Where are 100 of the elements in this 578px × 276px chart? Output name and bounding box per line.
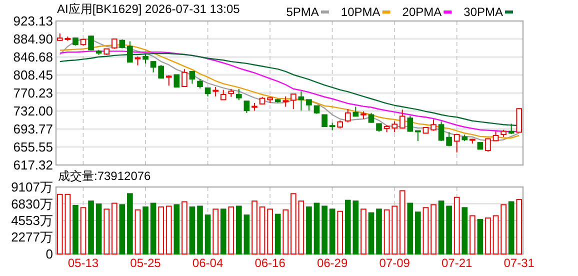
candlestick [306,99,312,112]
legend-label: 20PMA [402,5,442,19]
candlestick [127,40,133,63]
bar [368,212,374,254]
y-tick-label: 732.00 [13,104,53,118]
bar [174,204,180,254]
candlestick [516,108,522,133]
candlestick [298,90,304,112]
candlestick [368,112,374,124]
bar [228,206,234,254]
bar [392,206,398,254]
candlestick [454,134,460,153]
y-tick-label: 808.45 [13,68,53,82]
bar [508,201,514,254]
bar [104,208,110,254]
bar [415,212,421,254]
x-tick-label: 07-09 [379,256,410,270]
x-tick-label: 06-16 [254,256,286,270]
chart-title: AI应用[BK1629] 2026-07-31 13:05 [57,2,240,16]
bar [360,208,366,254]
bar [150,202,156,254]
bar [88,200,94,254]
bar [438,200,444,254]
candlestick [174,74,180,88]
candlestick [485,138,491,152]
candlestick [446,132,452,147]
candlestick [88,35,94,51]
bar [407,202,414,254]
legend-label: 10PMA [340,5,380,19]
bar [422,207,429,254]
bar [56,194,63,254]
candlestick [244,100,250,114]
candlestick [282,96,289,108]
bar [96,203,102,254]
bar [516,199,522,254]
candlestick [407,115,414,132]
legend-label: 30PMA [464,5,503,19]
x-tick-label: 07-31 [504,256,535,270]
bar [267,208,273,254]
legend-label: 5PMA [286,5,319,19]
candlestick [438,120,444,142]
candlestick [220,89,226,100]
chart-title: 成交量:73912076 [58,169,152,183]
candlestick [182,68,188,88]
bar [454,196,460,254]
y-tick-label: 770.23 [13,86,53,100]
y-tick-label: 4553万 [11,213,53,228]
bar [469,215,476,254]
bar [119,204,126,254]
bar [314,202,320,254]
bar [134,209,141,254]
x-tick-label: 07-21 [441,256,473,270]
bar [212,208,218,254]
candlestick [322,114,328,128]
bar [182,201,188,254]
bar [142,206,148,254]
bar [189,206,196,254]
bar [329,208,336,254]
bar [127,193,133,254]
candlestick [344,108,351,123]
x-tick-label: 05-25 [130,256,162,270]
candlestick [508,123,514,135]
y-tick-label: 693.77 [13,122,53,136]
y-tick-label: 2277万 [11,230,53,245]
y-tick-label: 923.13 [13,14,53,28]
candlestick [236,88,242,101]
candlestick [212,86,218,97]
bar [197,206,203,254]
bar [274,214,281,254]
bar [166,206,172,254]
candlestick [158,64,164,80]
bar [306,206,312,254]
bar [492,215,499,254]
candlestick [415,130,421,142]
candlestick [352,106,359,117]
bar [158,206,164,254]
bar [337,210,344,254]
bar [430,204,436,254]
bar [64,194,71,254]
candlestick [290,94,296,110]
candlestick [189,70,196,84]
bar [399,190,406,254]
bar [290,193,296,254]
candlestick [166,74,172,86]
bar [236,206,242,254]
candlestick [399,109,406,129]
y-tick-label: 0 [46,246,53,262]
bar [477,218,484,254]
x-tick-label: 06-04 [192,256,224,270]
y-tick-label: 6830万 [11,196,53,212]
bar [384,209,390,254]
bar [252,200,258,254]
bar [259,206,266,254]
bar [485,217,491,254]
y-tick-label: 9107万 [11,180,53,194]
bar [80,207,86,254]
bar [446,206,452,254]
bar [244,214,250,254]
bar [376,208,382,254]
bar [72,204,78,254]
